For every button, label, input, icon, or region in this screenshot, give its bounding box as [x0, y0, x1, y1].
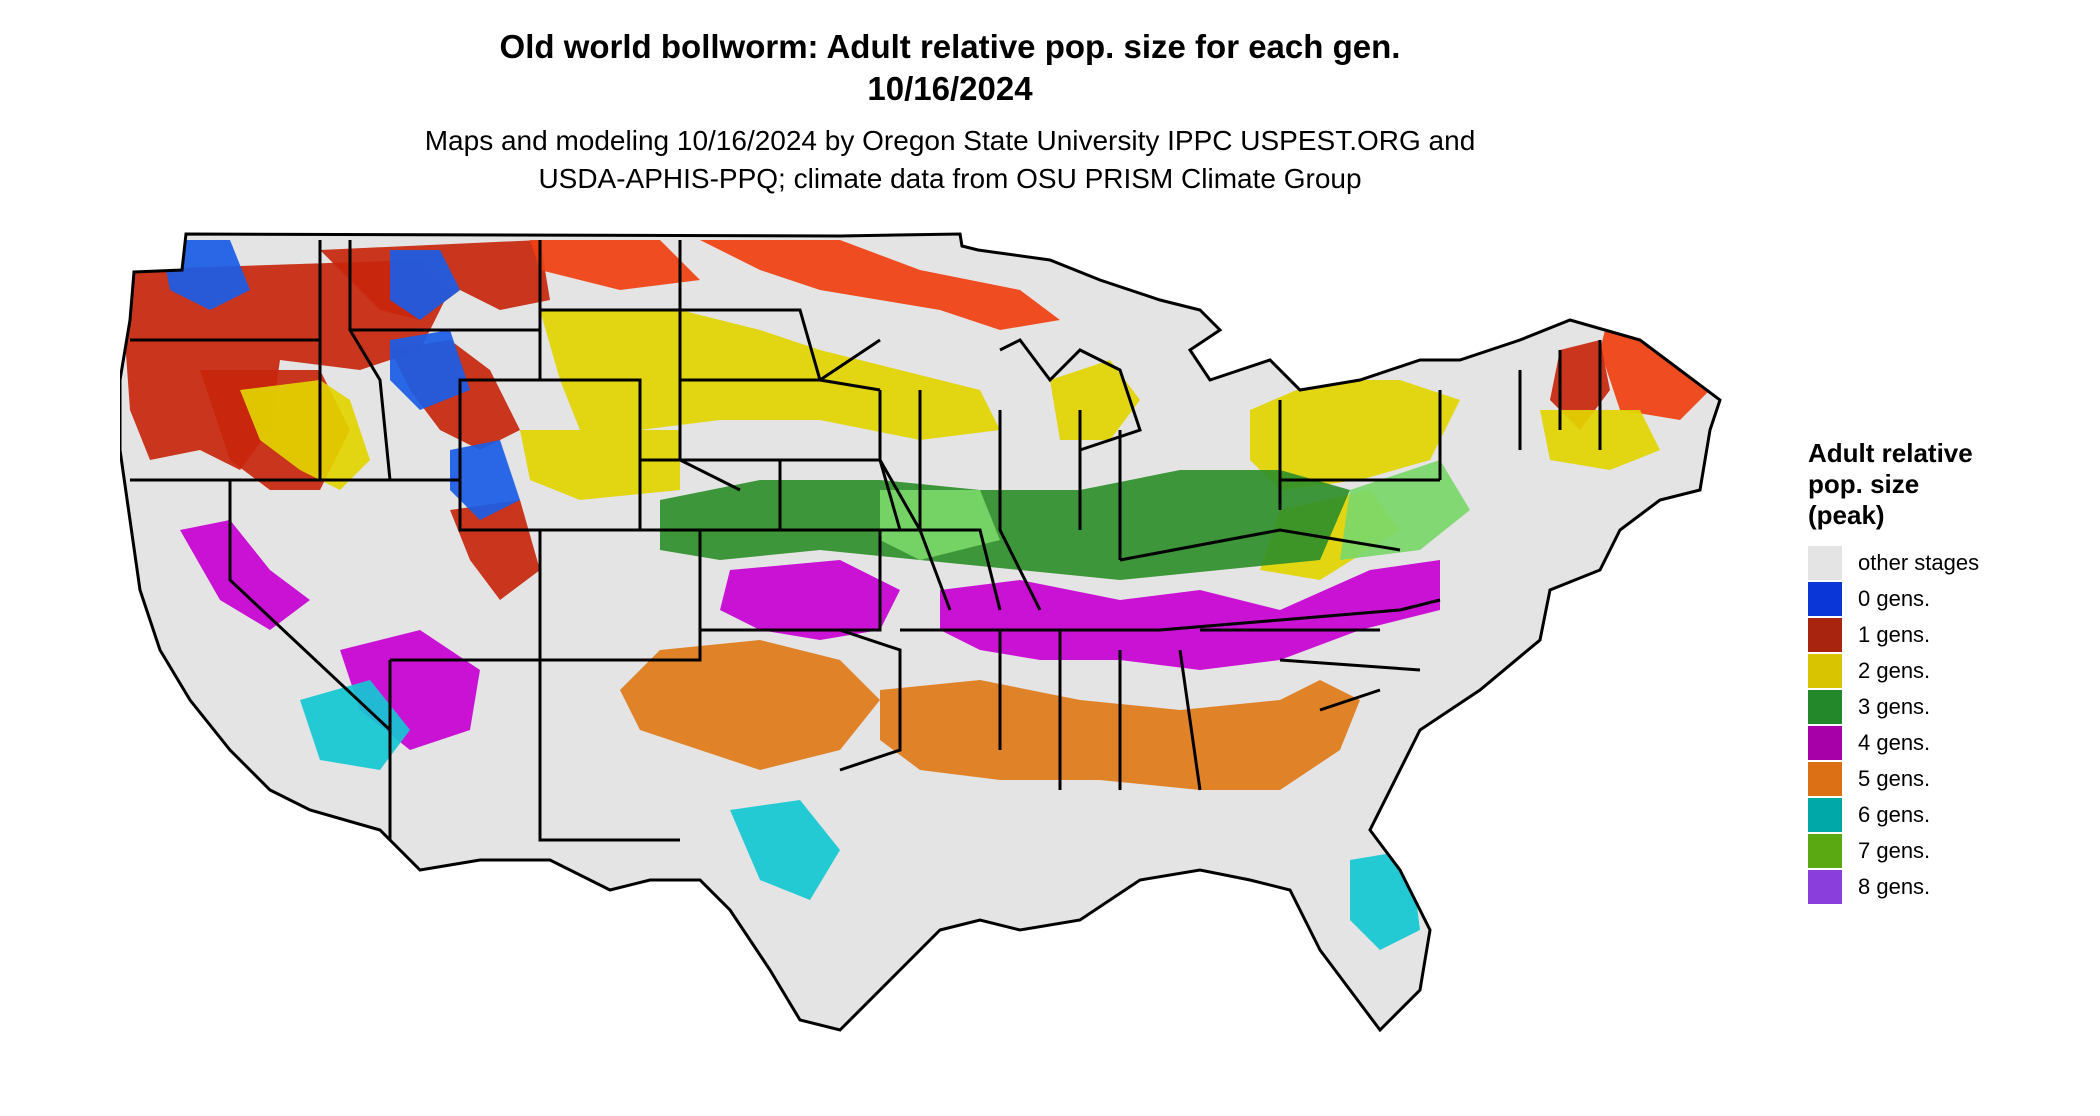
legend-label: 4 gens. — [1858, 730, 1931, 755]
legend-item: 3 gens. — [1808, 689, 2078, 725]
zone-colorado-0gen — [450, 440, 520, 520]
zone-kansas-3gen — [660, 470, 1350, 580]
legend-label: 6 gens. — [1858, 802, 1931, 827]
zone-idaho-0gen — [390, 250, 460, 320]
subtitle-line-2: USDA-APHIS-PPQ; climate data from OSU PR… — [538, 163, 1362, 194]
legend-item: 2 gens. — [1808, 653, 2078, 689]
legend-item: 1 gens. — [1808, 617, 2078, 653]
zone-maine-1gen — [1600, 270, 1720, 420]
legend-label: other stages — [1858, 550, 1980, 575]
zone-south-4gen — [940, 560, 1440, 670]
zone-virginia-3gen — [1340, 460, 1470, 560]
zone-michigan-2gen — [1050, 360, 1140, 440]
border-ok-tx — [700, 628, 902, 772]
legend-item: 4 gens. — [1808, 725, 2078, 761]
us-outline — [120, 232, 1722, 1033]
legend-swatch — [1808, 834, 1842, 868]
subtitle-line-1: Maps and modeling 10/16/2024 by Oregon S… — [424, 125, 1476, 156]
zone-newyork-2gen — [1250, 380, 1460, 490]
border-co — [540, 528, 702, 662]
legend-swatch — [1808, 870, 1842, 904]
legend-title-line-3: (peak) — [1808, 500, 1885, 530]
legend-label: 0 gens. — [1858, 586, 1931, 611]
border-midwest-east — [918, 390, 1122, 611]
border-ut — [320, 478, 542, 662]
border-carolinas — [1279, 658, 1421, 712]
legend-swatch — [1808, 654, 1842, 688]
border-south-states — [1000, 628, 1380, 791]
us-map-canvas — [120, 232, 1722, 1033]
legend-item: 5 gens. — [1808, 761, 2078, 797]
legend-swatch — [1808, 582, 1842, 616]
map-date: 10/16/2024 — [867, 70, 1033, 107]
zone-oklahoma-4gen — [720, 560, 900, 640]
border-id-mt — [348, 240, 392, 481]
legend-title: Adult relative pop. size (peak) — [1808, 438, 2078, 531]
map-subtitle: Maps and modeling 10/16/2024 by Oregon S… — [0, 122, 1900, 198]
legend-item: 7 gens. — [1808, 833, 2078, 869]
legend-label: 5 gens. — [1858, 766, 1931, 791]
zone-california-4gen — [180, 520, 310, 630]
legend-swatch — [1808, 690, 1842, 724]
legend-label: 1 gens. — [1858, 622, 1931, 647]
zone-wyoming-2gen — [240, 380, 370, 490]
us-map — [120, 230, 1780, 1110]
legend-label: 2 gens. — [1858, 658, 1931, 683]
legend-label: 7 gens. — [1858, 838, 1931, 863]
zone-northwest-1gen — [120, 260, 450, 470]
zone-texas-5gen — [620, 640, 880, 770]
state-borders — [120, 232, 1722, 1033]
border-michigan-lake — [999, 338, 1142, 452]
zone-arizona-6gen — [300, 680, 410, 770]
zone-northdakota-2gen-top — [530, 240, 700, 290]
zone-southtexas-6gen — [730, 800, 840, 900]
map-title: Old world bollworm: Adult relative pop. … — [499, 28, 1401, 65]
border-wi-il — [819, 338, 952, 611]
legend-swatch — [1808, 546, 1842, 580]
border-appalachia — [1119, 528, 1441, 632]
legend-title-line-2: pop. size — [1808, 469, 1920, 499]
border-nv-ca — [228, 480, 392, 732]
legend-item: 6 gens. — [1808, 797, 2078, 833]
zone-plains-2gen — [540, 310, 1000, 440]
legend-label: 3 gens. — [1858, 694, 1931, 719]
zone-greatlakes-1gen — [700, 240, 1060, 330]
border-az-nm — [388, 660, 680, 842]
legend-item: 0 gens. — [1808, 581, 2078, 617]
legend-item: other stages — [1808, 545, 2078, 581]
legend-title-line-1: Adult relative — [1808, 438, 1973, 468]
legend-swatch — [1808, 798, 1842, 832]
legend-swatch — [1808, 726, 1842, 760]
legend-swatch — [1808, 618, 1842, 652]
legend-items: other stages 0 gens. 1 gens. 2 gens. 3 gens.… — [1808, 545, 2078, 905]
zone-vermont-1gen — [1550, 340, 1610, 430]
legend-label: 8 gens. — [1858, 874, 1931, 899]
legend-item: 8 gens. — [1808, 869, 2078, 905]
map-legend: Adult relative pop. size (peak) other st… — [1808, 438, 2078, 905]
zone-wyoming-0gen — [390, 330, 470, 410]
legend-swatch — [1808, 762, 1842, 796]
border-ne-states — [1278, 340, 1602, 510]
zone-missouri-3gen — [880, 490, 1000, 560]
zone-colorado-1gen — [450, 500, 540, 600]
chart-header: Old world bollworm: Adult relative pop. … — [0, 26, 1900, 198]
